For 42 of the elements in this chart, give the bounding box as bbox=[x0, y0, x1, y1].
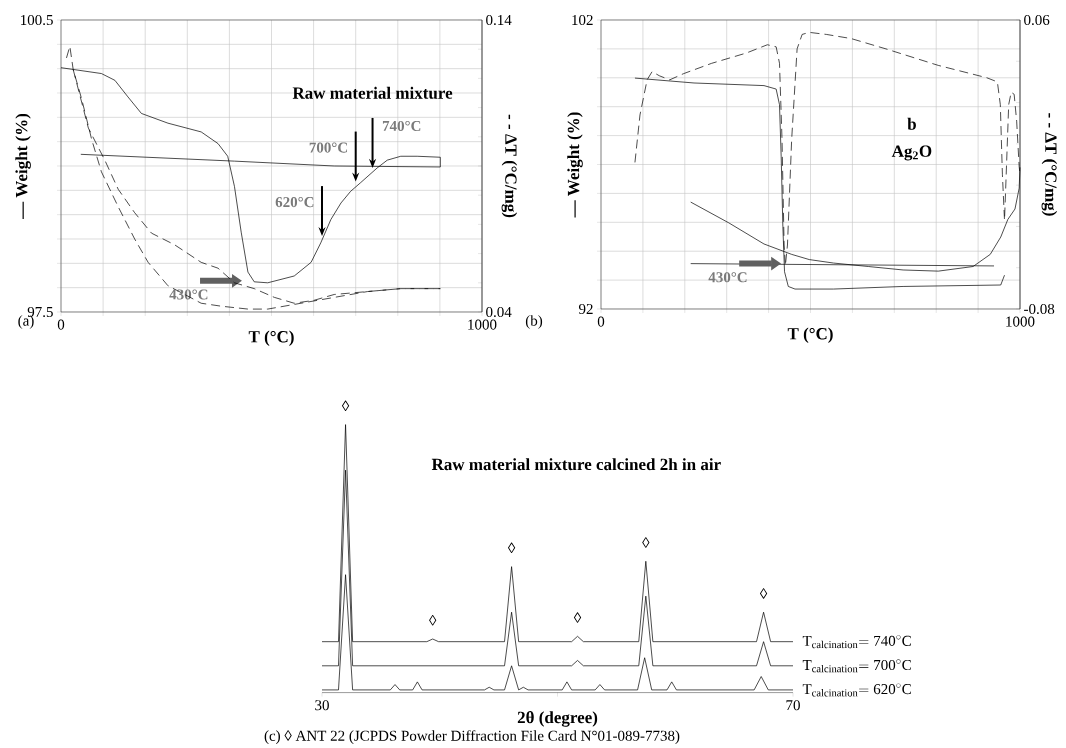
annotation: 620°C bbox=[275, 197, 314, 208]
annotation: 430°C bbox=[169, 289, 208, 300]
y-tick-label: 97.5 bbox=[27, 306, 53, 318]
x-tick-label: 0 bbox=[597, 316, 605, 327]
text: Raw material mixture calcined 2h in air bbox=[431, 458, 721, 471]
y2-axis-title: - - ΔT (°C/mg) bbox=[1041, 113, 1058, 216]
x-axis-title: T (°C) bbox=[248, 330, 294, 346]
annotation: 430°C bbox=[708, 272, 747, 283]
annotation: ◊ bbox=[573, 612, 582, 623]
annotation: ◊ bbox=[341, 400, 350, 412]
series-label: $\mathrm{T}_{\mathrm{calcination}}\mathrm{=620}^{\circ}\mathrm{C}$ bbox=[802, 683, 911, 697]
x-tick-label: 1000 bbox=[1006, 316, 1035, 327]
annotation: ◊ bbox=[507, 542, 516, 554]
annotation: ◊ bbox=[429, 614, 437, 626]
x-tick-label: 1000 bbox=[468, 319, 497, 330]
annotation: ◊ bbox=[759, 588, 768, 599]
text: (a) bbox=[18, 315, 34, 329]
text: (c) ◊ ANT 22 (JCPDS Powder Diffraction File Card N°01-089-7738) bbox=[264, 730, 680, 744]
annotation: ◊ bbox=[642, 537, 650, 548]
x-tick-label: 30 bbox=[315, 700, 329, 711]
series-label: $\mathrm{T}_{\mathrm{calcination}}\mathrm{=740}^{\circ}\mathrm{C}$ bbox=[802, 635, 911, 649]
x-axis-title: 2θ (degree) bbox=[517, 711, 598, 727]
y2-tick-label: 0.06 bbox=[1024, 14, 1050, 26]
y2-axis-title: - - ΔT (°C/mg) bbox=[501, 114, 518, 218]
series-label: $\mathrm{T}_{\mathrm{calcination}}\mathrm{=700}^{\circ}\mathrm{C}$ bbox=[802, 659, 911, 673]
x-axis-title: T (°C) bbox=[787, 327, 833, 343]
x-tick-label: 70 bbox=[786, 700, 800, 711]
y2-tick-label: -0.08 bbox=[1024, 303, 1055, 315]
annotation: 700°C bbox=[309, 142, 348, 153]
y-tick-label: 102 bbox=[572, 14, 593, 26]
annotation: 740°C bbox=[382, 120, 421, 131]
text: Ag$_{2}$O bbox=[891, 145, 932, 161]
y2-tick-label: 0.14 bbox=[486, 14, 512, 26]
y-axis-title: — Weight (%) bbox=[15, 113, 31, 219]
y-axis-title: — Weight (%) bbox=[567, 112, 583, 218]
text: Raw material mixture bbox=[292, 86, 453, 99]
x-tick-label: 0 bbox=[57, 319, 65, 330]
text: b bbox=[907, 117, 916, 130]
y-tick-label: 100.5 bbox=[21, 14, 53, 26]
text: (b) bbox=[525, 315, 543, 329]
y2-tick-label: 0.04 bbox=[486, 306, 512, 318]
y-tick-label: 92 bbox=[578, 303, 593, 315]
